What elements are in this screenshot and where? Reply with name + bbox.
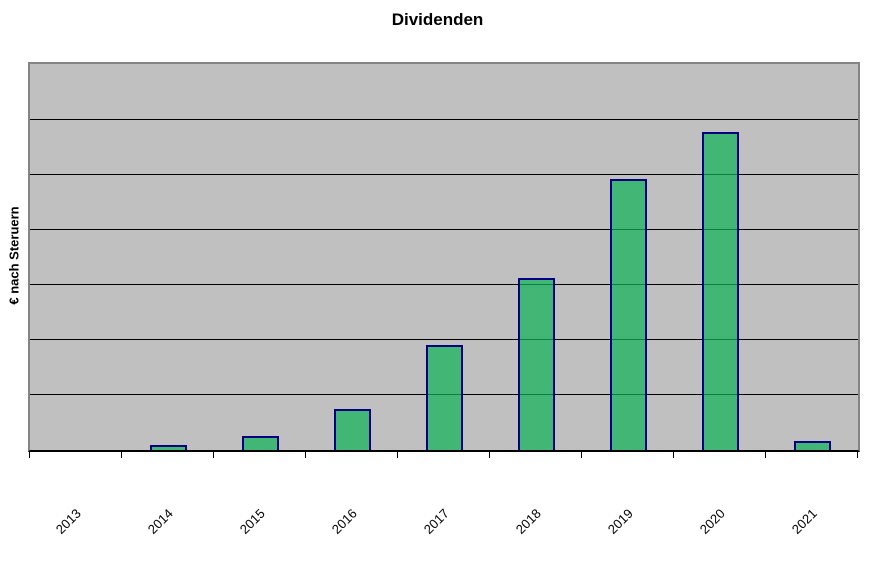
x-tick-label-2016: 2016 <box>328 505 360 537</box>
x-axis-tick <box>213 452 214 458</box>
x-tick-label-2014: 2014 <box>144 505 176 537</box>
x-tick-label-2013: 2013 <box>52 505 84 537</box>
bar-2015 <box>241 436 279 450</box>
plot-area <box>28 62 860 452</box>
bar-2016 <box>333 408 371 450</box>
bar-2017 <box>425 345 463 450</box>
y-axis-label: € nach Steruern <box>6 206 22 305</box>
x-axis-tick <box>305 452 306 458</box>
x-axis-tick <box>397 452 398 458</box>
x-tick-label-2019: 2019 <box>604 505 636 537</box>
x-axis-tick <box>673 452 674 458</box>
bar-2018 <box>517 277 555 450</box>
x-axis-tick <box>29 452 30 458</box>
x-axis-tick <box>489 452 490 458</box>
chart-title: Dividenden <box>391 10 484 29</box>
x-tick-label-2015: 2015 <box>236 505 268 537</box>
bar-2019 <box>609 178 647 450</box>
x-axis-tick <box>121 452 122 458</box>
x-tick-label-2017: 2017 <box>420 505 452 537</box>
gridline <box>30 284 858 286</box>
x-axis-tick <box>857 452 858 458</box>
x-tick-label-2020: 2020 <box>696 505 728 537</box>
x-tick-label-2021: 2021 <box>788 505 820 537</box>
gridline <box>30 173 858 175</box>
x-tick-label-2018: 2018 <box>512 505 544 537</box>
x-axis-tick <box>581 452 582 458</box>
x-axis-tick <box>765 452 766 458</box>
gridline <box>30 228 858 230</box>
bar-2020 <box>701 132 739 450</box>
gridline <box>30 339 858 341</box>
bar-2014 <box>149 445 187 450</box>
gridline <box>30 118 858 120</box>
bar-2021 <box>793 441 831 450</box>
